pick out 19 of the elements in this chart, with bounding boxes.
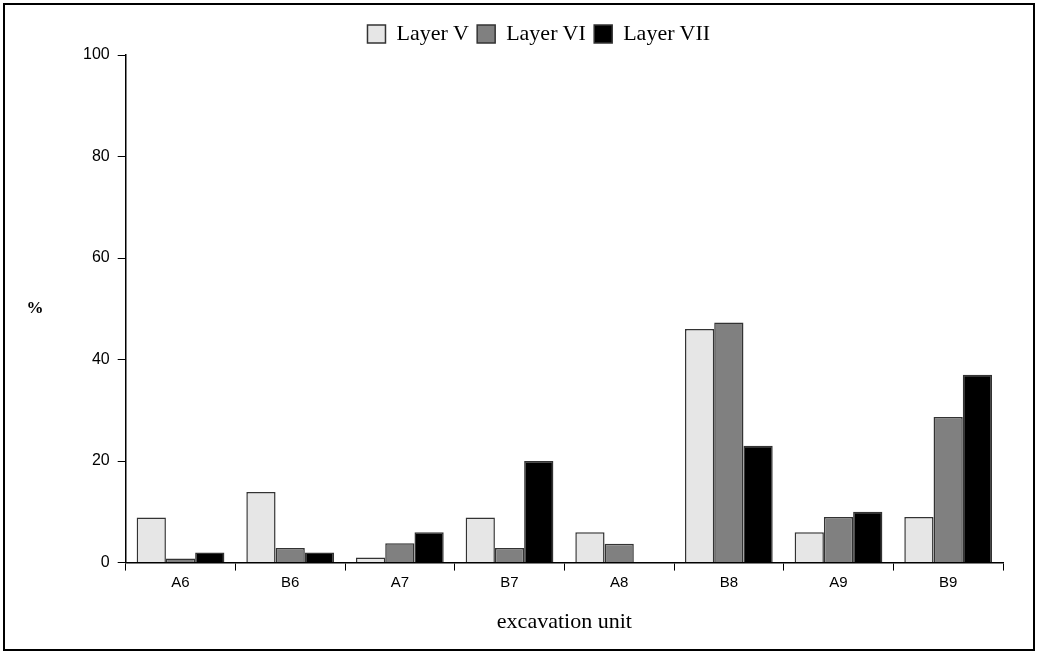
y-tick-label: 40 xyxy=(91,349,110,367)
x-tick-label: B6 xyxy=(281,572,300,590)
x-axis-title: excavation unit xyxy=(496,607,632,633)
y-tick-label: 0 xyxy=(100,553,110,571)
x-tick-label: A9 xyxy=(829,572,848,590)
legend-label: Layer VI xyxy=(506,19,586,45)
y-tick-label: 80 xyxy=(91,146,110,164)
x-tick-label: A8 xyxy=(610,572,629,590)
legend-label: Layer VII xyxy=(623,19,711,45)
y-tick-label: 20 xyxy=(91,451,110,469)
x-tick-label: B8 xyxy=(719,572,739,590)
y-tick-label: 100 xyxy=(82,45,110,63)
y-axis-title: % xyxy=(26,298,44,318)
x-tick-label: A7 xyxy=(390,572,410,590)
x-tick-label: B7 xyxy=(500,572,519,590)
y-tick-label: 60 xyxy=(91,248,110,266)
legend-label: Layer V xyxy=(396,19,469,45)
x-tick-label: B9 xyxy=(938,572,958,590)
x-tick-label: A6 xyxy=(171,572,190,590)
